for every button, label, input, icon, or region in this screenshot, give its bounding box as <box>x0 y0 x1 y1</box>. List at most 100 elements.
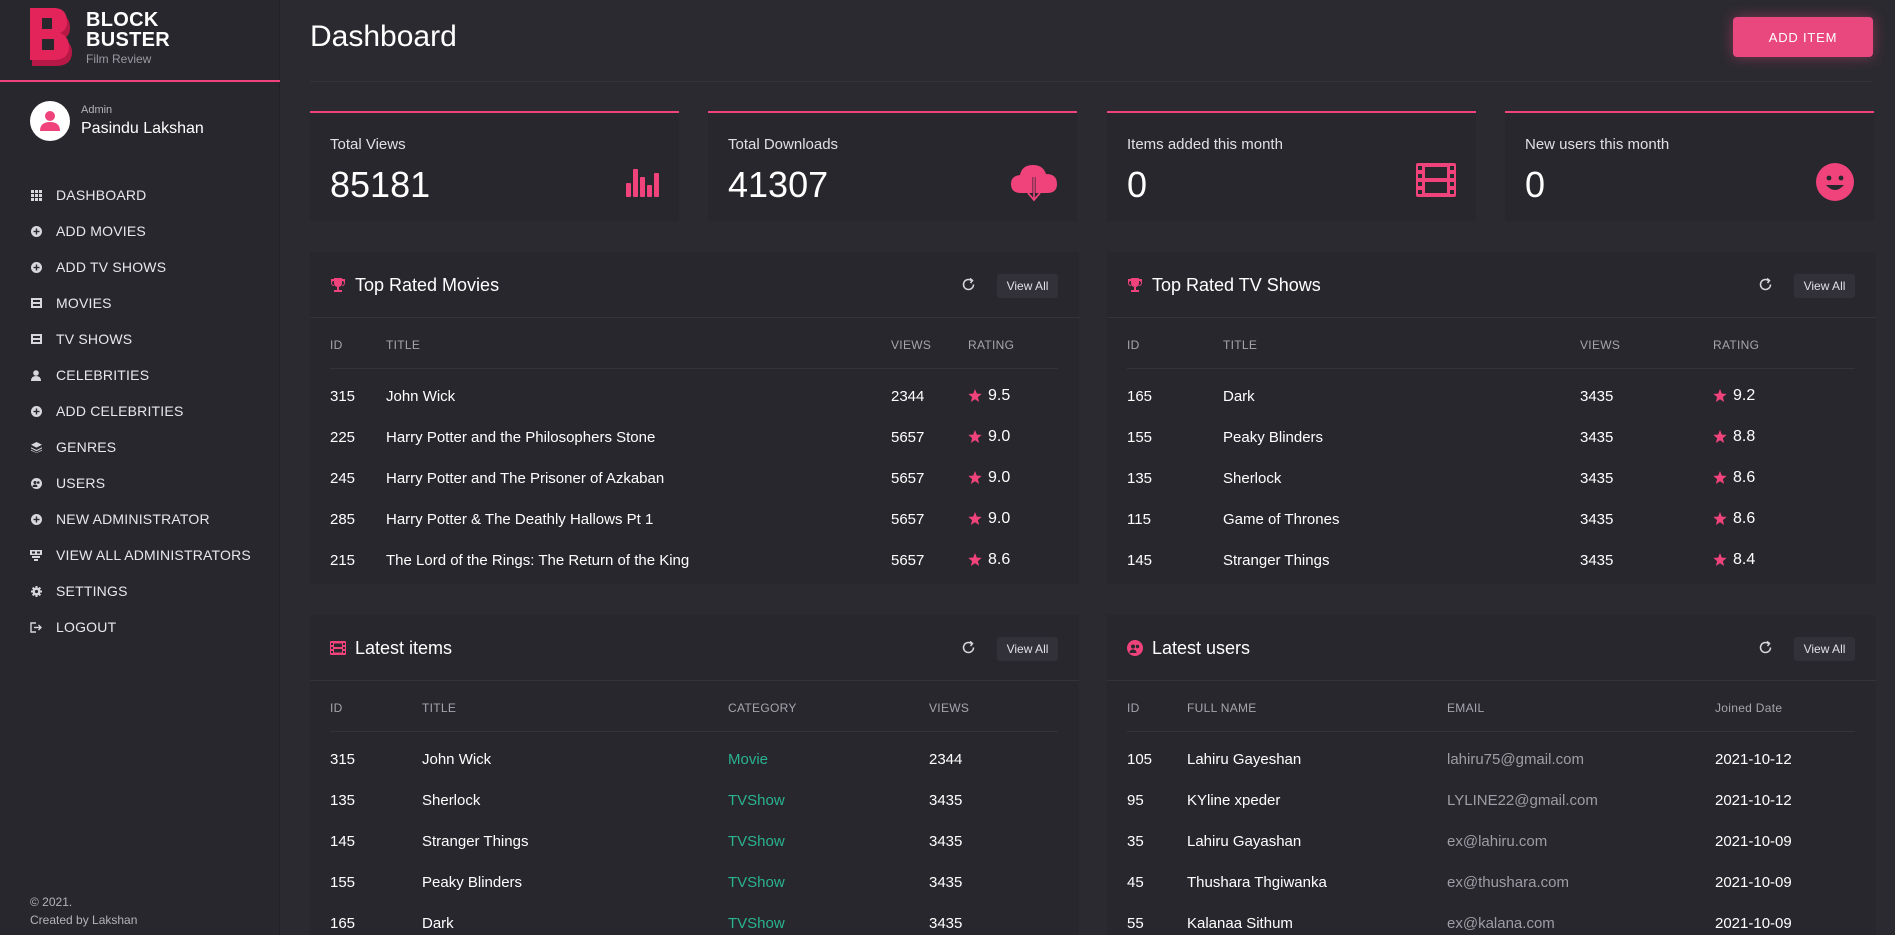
nav-settings[interactable]: SETTINGS <box>0 573 280 609</box>
cell-rating: 8.6 <box>1713 510 1755 528</box>
cell-views: 2344 <box>891 388 925 405</box>
table-row[interactable]: 165 Dark TVShow 3435 <box>310 903 1079 935</box>
table-row[interactable]: 215 The Lord of the Rings: The Return of… <box>310 540 1079 581</box>
view-all-button[interactable]: View All <box>1794 637 1855 661</box>
film-icon <box>30 333 42 345</box>
person-icon <box>30 369 42 381</box>
table-row[interactable]: 45 Thushara Thgiwanka ex@thushara.com 20… <box>1107 862 1876 903</box>
refresh-icon[interactable] <box>1758 640 1773 655</box>
panel-header: Top Rated Movies View All <box>310 252 1079 318</box>
column-header-full-name: FULL NAME <box>1187 701 1257 715</box>
panel-title: Top Rated Movies <box>355 275 500 295</box>
cell-email: LYLINE22@gmail.com <box>1447 792 1598 809</box>
plus-circle-icon <box>30 261 42 273</box>
nav-add-movies[interactable]: ADD MOVIES <box>0 213 280 249</box>
gear-icon <box>30 585 42 597</box>
users-icon <box>30 477 42 489</box>
cell-id: 135 <box>1127 470 1153 487</box>
star-icon <box>1713 553 1727 566</box>
copyright-line1: © 2021. <box>30 895 73 909</box>
cell-id: 35 <box>1127 833 1144 850</box>
view-all-button[interactable]: View All <box>997 274 1058 298</box>
table-row[interactable]: 115 Game of Thrones 3435 8.6 <box>1107 499 1876 540</box>
table-row[interactable]: 285 Harry Potter & The Deathly Hallows P… <box>310 499 1079 540</box>
cell-id: 155 <box>1127 429 1153 446</box>
cell-views: 3435 <box>1580 552 1614 569</box>
star-icon <box>968 512 982 525</box>
cell-views: 5657 <box>891 470 925 487</box>
table-row[interactable]: 245 Harry Potter and The Prisoner of Azk… <box>310 458 1079 499</box>
column-header-id: ID <box>330 701 343 715</box>
stat-value: 0 <box>1525 164 1546 205</box>
cell-views: 2344 <box>929 751 963 768</box>
latest-items-panel: Latest items View All ID TITLE CATEGORY … <box>310 615 1079 935</box>
cell-full-name: Thushara Thgiwanka <box>1187 874 1327 891</box>
column-header-title: TITLE <box>386 338 421 352</box>
stat-label: Items added this month <box>1127 136 1283 153</box>
nav-movies[interactable]: MOVIES <box>0 285 280 321</box>
nav-logout[interactable]: LOGOUT <box>0 609 280 645</box>
sidebar-nav: DASHBOARD ADD MOVIES ADD TV SHOWS MOVIES… <box>0 177 280 645</box>
cell-title: The Lord of the Rings: The Return of the… <box>386 552 690 569</box>
view-all-button[interactable]: View All <box>1794 274 1855 298</box>
column-header-id: ID <box>1127 338 1140 352</box>
table-row[interactable]: 135 Sherlock TVShow 3435 <box>310 780 1079 821</box>
cell-joined-date: 2021-10-09 <box>1715 915 1792 932</box>
nav-genres[interactable]: GENRES <box>0 429 280 465</box>
stat-label: New users this month <box>1525 136 1670 153</box>
cell-id: 315 <box>330 388 356 405</box>
nav-add-tv-shows[interactable]: ADD TV SHOWS <box>0 249 280 285</box>
cell-views: 3435 <box>929 915 963 932</box>
title-divider <box>310 81 1873 82</box>
cell-rating: 8.6 <box>968 551 1010 569</box>
table-row[interactable]: 55 Kalanaa Sithum ex@kalana.com 2021-10-… <box>1107 903 1876 935</box>
brand-logo[interactable]: BLOCK BUSTER Film Review <box>30 8 170 70</box>
nav-new-administrator[interactable]: NEW ADMINISTRATOR <box>0 501 280 537</box>
refresh-icon[interactable] <box>961 640 976 655</box>
cell-title: Harry Potter and the Philosophers Stone <box>386 429 656 446</box>
nav-add-celebrities[interactable]: ADD CELEBRITIES <box>0 393 280 429</box>
refresh-icon[interactable] <box>961 277 976 292</box>
table-row[interactable]: 155 Peaky Blinders 3435 8.8 <box>1107 417 1876 458</box>
admins-icon <box>30 549 42 561</box>
cell-joined-date: 2021-10-12 <box>1715 792 1792 809</box>
add-item-button[interactable]: ADD ITEM <box>1733 17 1873 57</box>
profile-role: Admin <box>81 104 113 116</box>
cell-category: TVShow <box>728 915 785 932</box>
nav-users[interactable]: USERS <box>0 465 280 501</box>
film-icon <box>330 641 346 655</box>
table-row[interactable]: 145 Stranger Things 3435 8.4 <box>1107 540 1876 581</box>
nav-label: TV SHOWS <box>56 331 133 347</box>
cell-email: ex@kalana.com <box>1447 915 1555 932</box>
table-row[interactable]: 225 Harry Potter and the Philosophers St… <box>310 417 1079 458</box>
cell-category: Movie <box>728 751 769 768</box>
user-icon <box>40 111 60 131</box>
table-row[interactable]: 165 Dark 3435 9.2 <box>1107 376 1876 417</box>
column-header-rating: RATING <box>968 338 1015 352</box>
nav-label: CELEBRITIES <box>56 367 150 383</box>
refresh-icon[interactable] <box>1758 277 1773 292</box>
table-row[interactable]: 135 Sherlock 3435 8.6 <box>1107 458 1876 499</box>
table-row[interactable]: 145 Stranger Things TVShow 3435 <box>310 821 1079 862</box>
view-all-button[interactable]: View All <box>997 637 1058 661</box>
cell-email: ex@lahiru.com <box>1447 833 1548 850</box>
nav-tv-shows[interactable]: TV SHOWS <box>0 321 280 357</box>
avatar[interactable] <box>30 101 70 141</box>
trophy-icon <box>331 278 345 292</box>
panel-title: Top Rated TV Shows <box>1152 275 1321 295</box>
table-row[interactable]: 155 Peaky Blinders TVShow 3435 <box>310 862 1079 903</box>
user-profile[interactable]: Admin Pasindu Lakshan <box>30 101 260 143</box>
header-divider <box>1127 731 1855 732</box>
nav-view-all-administrators[interactable]: VIEW ALL ADMINISTRATORS <box>0 537 280 573</box>
sidebar: BLOCK BUSTER Film Review Admin Pasindu L… <box>0 0 280 935</box>
brand-line2: BUSTER <box>86 29 171 51</box>
table-row[interactable]: 315 John Wick 2344 9.5 <box>310 376 1079 417</box>
table-row[interactable]: 35 Lahiru Gayashan ex@lahiru.com 2021-10… <box>1107 821 1876 862</box>
stat-card-total-downloads: Total Downloads 41307 <box>708 111 1077 221</box>
nav-dashboard[interactable]: DASHBOARD <box>0 177 280 213</box>
table-row[interactable]: 105 Lahiru Gayeshan lahiru75@gmail.com 2… <box>1107 739 1876 780</box>
column-header-title: TITLE <box>1223 338 1258 352</box>
table-row[interactable]: 315 John Wick Movie 2344 <box>310 739 1079 780</box>
nav-celebrities[interactable]: CELEBRITIES <box>0 357 280 393</box>
table-row[interactable]: 95 KYline xpeder LYLINE22@gmail.com 2021… <box>1107 780 1876 821</box>
